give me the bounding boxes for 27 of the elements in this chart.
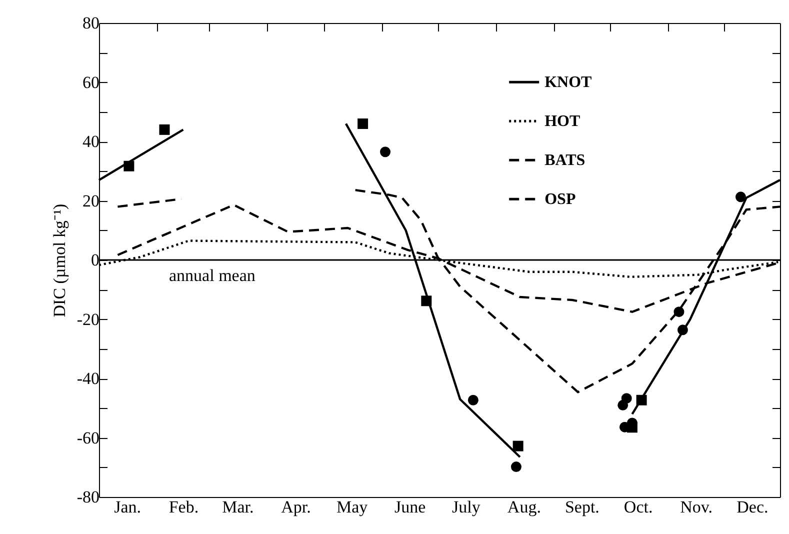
legend-label: HOT — [544, 113, 580, 130]
x-tick-label: Sept. — [564, 498, 600, 516]
legend-label: OSP — [544, 191, 576, 208]
legend-label: KNOT — [544, 74, 592, 92]
y-tick-label: -20 — [76, 310, 100, 329]
x-tick-label: Nov. — [680, 498, 713, 516]
x-tick-label: Jan. — [114, 498, 142, 516]
x-tick-label: Oct. — [624, 498, 653, 516]
y-tick-label: -60 — [76, 428, 100, 448]
x-tick-label: June — [394, 498, 426, 516]
y-axis-title: DIC (µmol kg⁻¹) — [50, 204, 69, 318]
x-tick-label: Aug. — [507, 498, 541, 516]
x-tick-label: Dec. — [736, 498, 768, 516]
legend-label: BATS — [544, 152, 586, 170]
x-tick-label: July — [452, 498, 481, 516]
y-tick-label: -80 — [76, 488, 100, 506]
y-tick-label: 0 — [91, 250, 100, 270]
y-tick-label: -40 — [76, 369, 100, 388]
y-tick-label: 20 — [82, 191, 100, 210]
y-tick-label: 60 — [82, 72, 100, 92]
y-tick-label: 80 — [82, 14, 100, 32]
ref-line-label: annual mean — [169, 266, 256, 285]
x-tick-label: Feb. — [168, 498, 199, 516]
x-tick-label: Mar. — [222, 498, 254, 516]
y-tick-label: 40 — [82, 132, 100, 151]
x-tick-label: Apr. — [281, 498, 311, 516]
x-tick-label: May — [336, 498, 368, 516]
